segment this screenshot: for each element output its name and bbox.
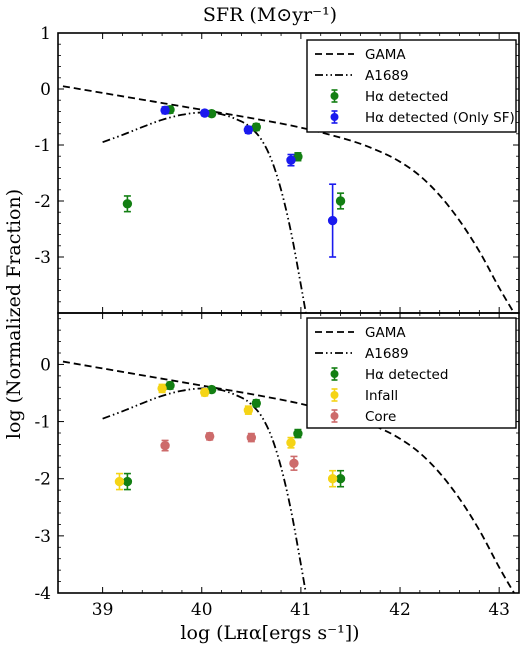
point-marker <box>204 431 215 442</box>
data-point <box>165 380 175 391</box>
top-axis-title: SFR (M⊙yr⁻¹) <box>203 4 337 26</box>
data-point <box>289 455 299 471</box>
y-tick-label: 1 <box>40 24 51 44</box>
y-tick-label: -4 <box>34 584 51 604</box>
data-point <box>335 469 346 488</box>
y-tick-label: -3 <box>34 527 51 547</box>
y-tick-label: -1 <box>34 136 51 156</box>
y-tick-label: 0 <box>40 355 51 375</box>
data-point <box>160 439 170 452</box>
panel-top: 1 0 -1 -2 -3 GAMA A1689 Hα detected Hα detected … <box>34 24 520 314</box>
legend: GAMA A1689 Hα detected Infall Core <box>306 317 517 429</box>
legend-marker <box>330 113 339 121</box>
data-point <box>160 105 170 115</box>
point-marker <box>200 387 210 398</box>
point-marker <box>200 108 210 118</box>
data-point <box>335 192 346 210</box>
legend-marker <box>330 370 339 378</box>
plot-area <box>62 360 515 593</box>
point-marker <box>246 432 257 443</box>
legend-label: Hα detected <box>365 89 448 105</box>
point-marker <box>122 199 133 209</box>
point-marker <box>327 474 338 484</box>
legend-label: GAMA <box>365 47 406 63</box>
point-marker <box>293 428 303 439</box>
x-axis-label: log (Lʜα[ergs s⁻¹]) <box>180 622 359 644</box>
data-point <box>157 383 167 394</box>
legend-label: A1689 <box>365 68 409 84</box>
point-marker <box>251 122 261 132</box>
plot-area <box>62 85 515 313</box>
y-tick-label: -3 <box>34 248 51 268</box>
legend-label: A1689 <box>365 346 409 362</box>
plot-frame <box>57 312 520 594</box>
data-point <box>200 108 210 118</box>
data-point <box>327 469 338 488</box>
y-axis-label: log (Normalized Fraction) <box>3 189 25 439</box>
y-tick-label: -2 <box>34 470 51 490</box>
legend-marker <box>330 92 339 100</box>
data-point <box>204 431 215 442</box>
point-marker <box>114 476 125 487</box>
series-line-a1689 <box>102 111 307 313</box>
data-point <box>286 436 296 449</box>
point-marker <box>289 458 299 468</box>
legend-marker <box>330 412 339 420</box>
point-marker <box>243 405 254 415</box>
x-tick-label: 39 <box>92 600 114 620</box>
point-marker <box>335 196 346 206</box>
point-marker <box>165 380 175 391</box>
y-tick-label: -2 <box>34 192 51 212</box>
legend-frame <box>306 39 517 133</box>
data-point <box>251 398 261 408</box>
point-marker <box>243 125 254 135</box>
data-point <box>114 472 125 491</box>
data-point <box>246 432 257 443</box>
legend-frame <box>306 317 517 429</box>
data-point <box>122 195 133 213</box>
point-marker <box>160 105 170 115</box>
data-point <box>286 153 296 167</box>
point-marker <box>327 215 338 226</box>
data-point <box>243 125 254 135</box>
y-tick-label: -1 <box>34 413 51 433</box>
point-marker <box>157 383 167 394</box>
legend-label: Infall <box>365 388 398 404</box>
point-marker <box>286 438 296 448</box>
data-point <box>327 183 338 258</box>
data-point <box>243 405 254 415</box>
series-line-a1689 <box>102 387 307 593</box>
panel-bottom: 39 40 41 42 43 0 -1 -2 -3 -4 GAMA A1689 Hα detected I… <box>34 312 520 620</box>
legend-marker <box>330 391 339 399</box>
data-point <box>251 122 261 132</box>
data-point <box>293 428 303 439</box>
legend-label: Core <box>365 409 396 425</box>
legend: GAMA A1689 Hα detected Hα detected (Only SF… <box>306 39 517 133</box>
data-point <box>122 472 133 491</box>
legend-label: Hα detected <box>365 367 448 383</box>
data-point <box>200 387 210 398</box>
point-marker <box>251 398 261 408</box>
legend-label: Hα detected (Only SF) <box>365 110 515 126</box>
point-marker <box>160 440 170 451</box>
legend-label: GAMA <box>365 325 406 341</box>
point-marker <box>335 474 346 484</box>
series-line-gama <box>62 85 515 313</box>
x-tick-label: 43 <box>488 600 510 620</box>
x-tick-label: 40 <box>191 600 213 620</box>
point-marker <box>122 476 133 487</box>
x-tick-label: 42 <box>389 600 411 620</box>
point-marker <box>286 155 296 165</box>
y-tick-label: 0 <box>40 80 51 100</box>
x-tick-label: 41 <box>290 600 312 620</box>
